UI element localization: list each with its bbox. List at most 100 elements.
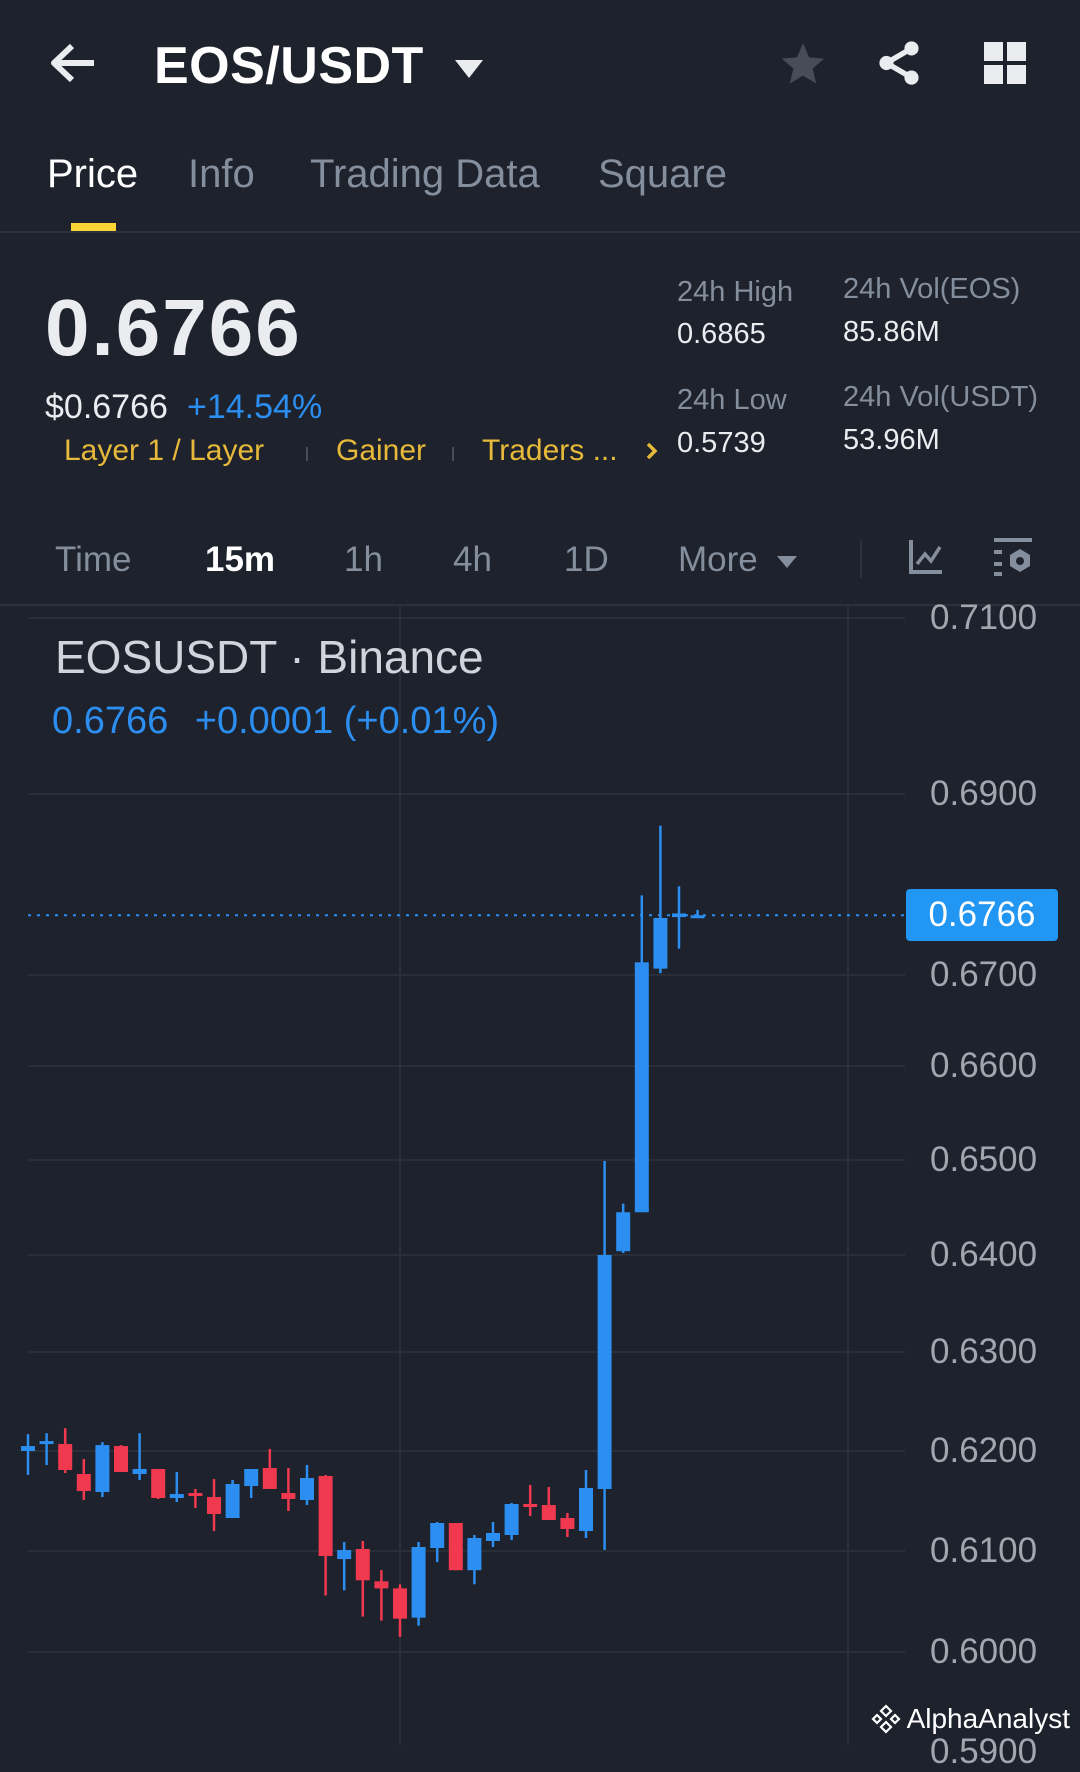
timeframe-4h[interactable]: 4h [453,540,492,579]
y-axis-tick-label: 0.7100 [930,598,1038,637]
candle-body-down [393,1588,407,1619]
y-axis-tick-label: 0.6000 [930,1632,1038,1671]
back-button[interactable] [48,40,98,91]
y-axis-tick-label: 0.6700 [930,955,1038,994]
high-label: 24h High [677,276,794,308]
chart-price-line: 0.6766 +0.0001 (+0.01%) [52,700,499,743]
timeframe-1d[interactable]: 1D [564,540,609,579]
pair-title: EOS/USDT [154,37,424,95]
candle-body-down [541,1505,556,1520]
tag-layer1[interactable]: Layer 1 / Layer [64,434,265,467]
candle-body-up [597,1255,612,1489]
chart-settings-button[interactable] [992,536,1036,585]
change-percent: +14.54% [187,388,323,426]
y-axis-tick-label: 0.6600 [930,1046,1038,1085]
tags-more-button[interactable] [644,440,660,467]
watermark: AlphaAnalyst [871,1703,1070,1735]
low-label: 24h Low [677,384,787,416]
candle-body-up [672,913,686,918]
binance-logo-icon [871,1704,901,1734]
tag-gainer[interactable]: Gainer [336,434,427,467]
tab-square[interactable]: Square [598,152,727,196]
candle-body-down [151,1469,166,1498]
vol-quote-value: 53.96M [843,424,940,456]
candle-body-up [504,1504,519,1535]
active-tab-indicator [71,223,116,231]
candle-body-up [169,1494,184,1498]
candle-body-up [21,1446,35,1451]
tag-separator [452,447,454,461]
candle-body-up [411,1547,426,1618]
candle-body-down [448,1523,463,1571]
tab-price[interactable]: Price [47,152,139,196]
timeframe-time[interactable]: Time [55,540,132,579]
chevron-right-icon [646,442,658,460]
share-button[interactable] [874,38,924,93]
pair-selector[interactable]: EOS/USDT [154,36,483,96]
candle-body-up [244,1469,259,1486]
toolbar-divider [860,540,862,578]
vol-quote-label: 24h Vol(USDT) [843,381,1039,413]
candle-body-up [467,1538,482,1571]
y-axis-tick-label: 0.6500 [930,1140,1038,1179]
usd-price: $0.6766 [45,388,168,426]
candle-body-up [579,1488,593,1531]
timeframe-more[interactable]: More [678,540,798,580]
candle-body-down [281,1493,296,1499]
candle-body-down [58,1444,73,1470]
candle-body-up [300,1478,314,1500]
watermark-text: AlphaAnalyst [906,1703,1070,1734]
indicator-icon [909,540,942,574]
candle-body-up [95,1445,110,1492]
last-price: 0.6766 [45,283,302,372]
dropdown-caret-icon [454,60,483,79]
candle-body-down [374,1581,389,1589]
layout-button[interactable] [984,42,1026,89]
timeframe-1h[interactable]: 1h [344,540,383,579]
timeframe-15m[interactable]: 15m [205,540,276,579]
candle-body-up [616,1212,631,1252]
favorite-button[interactable] [779,40,827,93]
low-value: 0.5739 [677,427,766,459]
candle-body-up [39,1441,54,1445]
tab-info[interactable]: Info [188,152,255,196]
candle-body-down [188,1493,203,1496]
back-arrow-icon [51,43,94,83]
candle-body-down [262,1468,277,1489]
y-axis-tick-label: 0.5900 [930,1732,1038,1771]
candle-body-down [207,1497,221,1514]
candle-body-up [634,962,649,1213]
divider [0,231,1080,233]
high-value: 0.6865 [677,318,766,350]
y-axis-tick-label: 0.6200 [930,1431,1038,1470]
current-price-label: 0.6766 [906,889,1058,941]
divider [0,604,1080,606]
vol-base-value: 85.86M [843,316,940,348]
dropdown-caret-icon [777,555,798,568]
candle-body-up [430,1523,445,1548]
candle-body-up [337,1550,352,1560]
share-icon [879,41,919,85]
candlestick-chart[interactable] [0,605,1080,1745]
candle-body-down [523,1504,538,1507]
candle-body-up [486,1533,500,1541]
candle-body-up [132,1469,147,1474]
more-label: More [678,540,758,579]
tab-trading-data[interactable]: Trading Data [310,152,540,196]
chart-last-price: 0.6766 [52,700,169,742]
chart-settings-icon [994,538,1032,576]
star-icon [781,43,825,84]
candle-body-down [355,1549,370,1581]
tag-traders[interactable]: Traders ... [482,434,618,467]
candle-body-up [225,1484,240,1518]
vol-base-label: 24h Vol(EOS) [843,273,1021,305]
y-axis-tick-label: 0.6900 [930,774,1038,813]
tag-separator [306,447,308,461]
candle-body-down [114,1446,128,1472]
candle-body-up [653,917,668,969]
candle-body-up [690,915,705,919]
candle-body-down [76,1474,91,1491]
indicator-button[interactable] [908,538,944,581]
y-axis-tick-label: 0.6400 [930,1235,1038,1274]
chart-change: +0.0001 (+0.01%) [194,700,500,742]
